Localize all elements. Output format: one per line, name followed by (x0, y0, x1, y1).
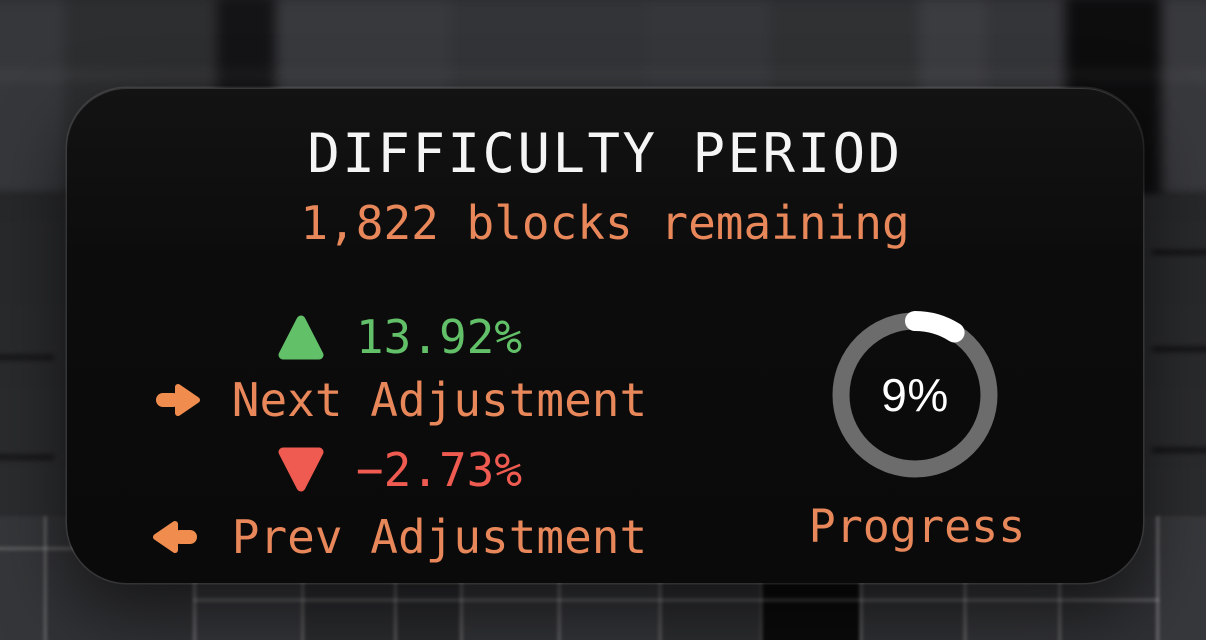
background-seam (1151, 249, 1206, 255)
progress-ring-arc (831, 311, 999, 479)
arrow-left-icon (152, 516, 200, 558)
next-adjustment-label: Next Adjustment (231, 373, 648, 427)
progress-ring: 9% (830, 310, 1000, 480)
next-adjustment-value-row: 13.92% (67, 305, 733, 369)
progress-percent-text: 9% (881, 369, 949, 421)
progress-label: Progress (808, 500, 1026, 553)
background-seam (43, 516, 47, 640)
background-seam (1156, 516, 1160, 640)
prev-adjustment-label-row: Prev Adjustment (67, 505, 733, 569)
background-seam (1151, 447, 1206, 453)
triangle-up-icon (278, 312, 324, 362)
next-adjustment-value: 13.92% (355, 310, 523, 364)
next-adjustment-label-row: Next Adjustment (67, 368, 733, 432)
background-cube (1156, 516, 1206, 640)
difficulty-period-widget[interactable]: DIFFICULTY PERIOD 1,822 blocks remaining… (67, 88, 1143, 583)
background-seam (0, 454, 55, 460)
arrow-right-icon (153, 379, 200, 421)
background-seam (193, 598, 1160, 602)
prev-adjustment-label: Prev Adjustment (231, 510, 648, 564)
widget-title: DIFFICULTY PERIOD (307, 122, 903, 185)
triangle-down-icon (278, 445, 324, 495)
prev-adjustment-value-row: −2.73% (67, 438, 733, 502)
background-seam (1151, 346, 1206, 352)
blocks-remaining-text: 1,822 blocks remaining (300, 196, 910, 250)
background-seam (0, 354, 55, 360)
background-cube (1161, 0, 1206, 212)
background-cube (0, 516, 44, 640)
background-seam (0, 73, 1206, 78)
prev-adjustment-value: −2.73% (355, 443, 523, 497)
background-cube (0, 0, 65, 212)
